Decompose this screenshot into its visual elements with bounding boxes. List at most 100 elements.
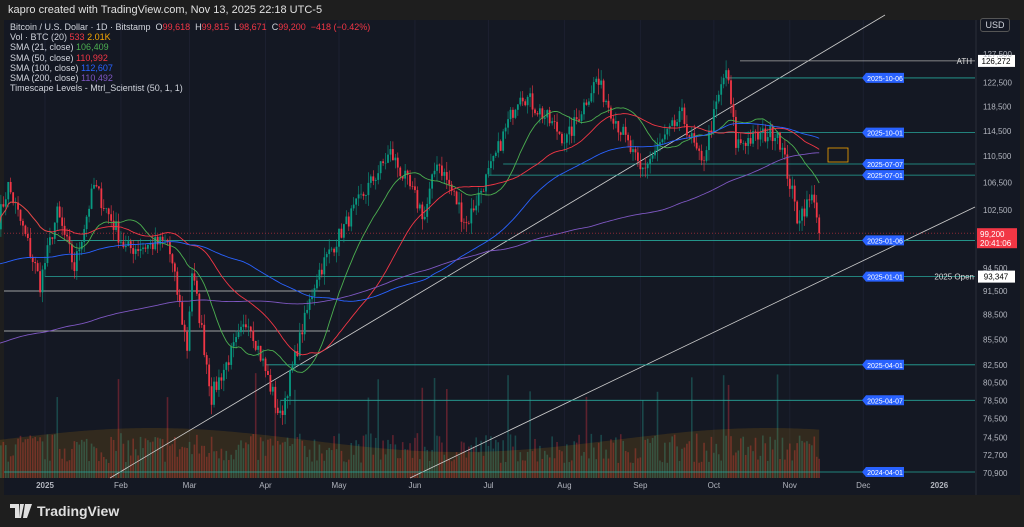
candle-body [88, 208, 90, 217]
price-tick: 72,700 [983, 451, 1008, 460]
volume-bar [188, 441, 191, 478]
candle-body [137, 249, 139, 251]
price-chart[interactable] [4, 20, 1020, 495]
candle-body [4, 199, 7, 207]
candle-body [712, 109, 715, 133]
volume-bar [252, 433, 255, 478]
candle-body [41, 269, 44, 293]
candle-body [335, 246, 338, 253]
candle-body [227, 362, 230, 365]
volume-bar [468, 446, 470, 478]
candle-body [164, 239, 166, 241]
candle-body [377, 173, 380, 180]
volume-bar [556, 441, 558, 478]
candle-body [107, 208, 110, 215]
candle-body [338, 228, 340, 247]
ath-price: 126,272 [982, 57, 1011, 66]
candle-body [448, 179, 451, 185]
candle-body [644, 167, 647, 169]
candle-body [249, 326, 252, 331]
tradingview-logo: TradingView [10, 503, 119, 519]
candle-body [396, 157, 399, 168]
year-open-label: 2025 Open [934, 273, 974, 282]
volume-bar [80, 439, 83, 478]
volume-bar [152, 441, 154, 478]
time-tick: Feb [114, 481, 128, 490]
volume-bar [296, 437, 299, 478]
candle-body [597, 78, 600, 85]
year-open-tag [978, 270, 1015, 283]
volume-bar [649, 442, 651, 478]
candle-body [320, 269, 323, 275]
candle-body [761, 128, 764, 133]
candle-body [627, 134, 629, 141]
candle-body [784, 147, 786, 155]
volume-bar [575, 442, 578, 478]
volume-bar [166, 397, 169, 478]
volume-bar [526, 451, 529, 478]
candle-body [347, 216, 350, 227]
volume-bar [139, 436, 142, 478]
candle-body [12, 192, 15, 204]
volume-row: Vol · BTC (20) 533 2.01K [10, 32, 111, 43]
volume-bar [122, 443, 125, 478]
volume-bar [2, 441, 5, 478]
candle-body [610, 107, 612, 119]
candle-body [147, 244, 149, 249]
volume-bar [529, 391, 531, 478]
candle-body [747, 138, 750, 146]
candle-body [722, 77, 725, 85]
volume-bar [352, 454, 355, 478]
candle-body [14, 202, 17, 204]
candle-body [539, 108, 541, 115]
volume-bar [622, 440, 624, 478]
candle-body [360, 193, 362, 195]
volume-bar [54, 434, 56, 478]
volume-bar [691, 377, 693, 478]
volume-bar [208, 452, 210, 478]
candle-body [323, 257, 326, 275]
volume-bar [272, 445, 274, 478]
currency-button[interactable]: USD [980, 18, 1010, 32]
volume-bar [240, 440, 242, 478]
volume-bar [585, 396, 588, 478]
volume-bar [330, 450, 333, 478]
candle-body [369, 176, 372, 183]
candle-body [49, 237, 51, 246]
candle-body [355, 198, 358, 205]
candle-body [191, 273, 193, 312]
candle-body [110, 214, 113, 221]
candle-body [788, 178, 791, 189]
candle-body [75, 251, 78, 272]
candle-body [666, 128, 669, 135]
level-tag-shape [862, 127, 904, 138]
candle-body [482, 191, 485, 192]
volume-bar [686, 443, 688, 478]
candle-body [267, 371, 269, 375]
candle-body [570, 126, 573, 136]
candle-body [639, 160, 642, 170]
candle-body [438, 164, 441, 166]
price-tick: 106,500 [983, 178, 1012, 187]
candle-body [588, 101, 590, 105]
candle-body [127, 241, 130, 247]
candle-body [779, 132, 781, 150]
volume-bar [781, 437, 784, 478]
candle-body [759, 132, 762, 140]
volume-bar [610, 439, 612, 478]
candle-body [661, 139, 664, 143]
volume-bar [299, 433, 301, 478]
volume-bar [664, 442, 666, 478]
candle-body [66, 234, 68, 237]
level-tag-label: 2025-01-06 [867, 238, 903, 245]
sma200-line [0, 152, 820, 344]
candle-body [262, 358, 264, 361]
volume-bar [771, 449, 774, 478]
candle-body [90, 188, 93, 209]
candle-body [808, 199, 811, 201]
volume-bar [597, 442, 600, 478]
volume-bar [63, 448, 66, 478]
level-tag-shape [862, 235, 904, 246]
volume-bar [534, 438, 536, 478]
candle-body [328, 249, 331, 255]
